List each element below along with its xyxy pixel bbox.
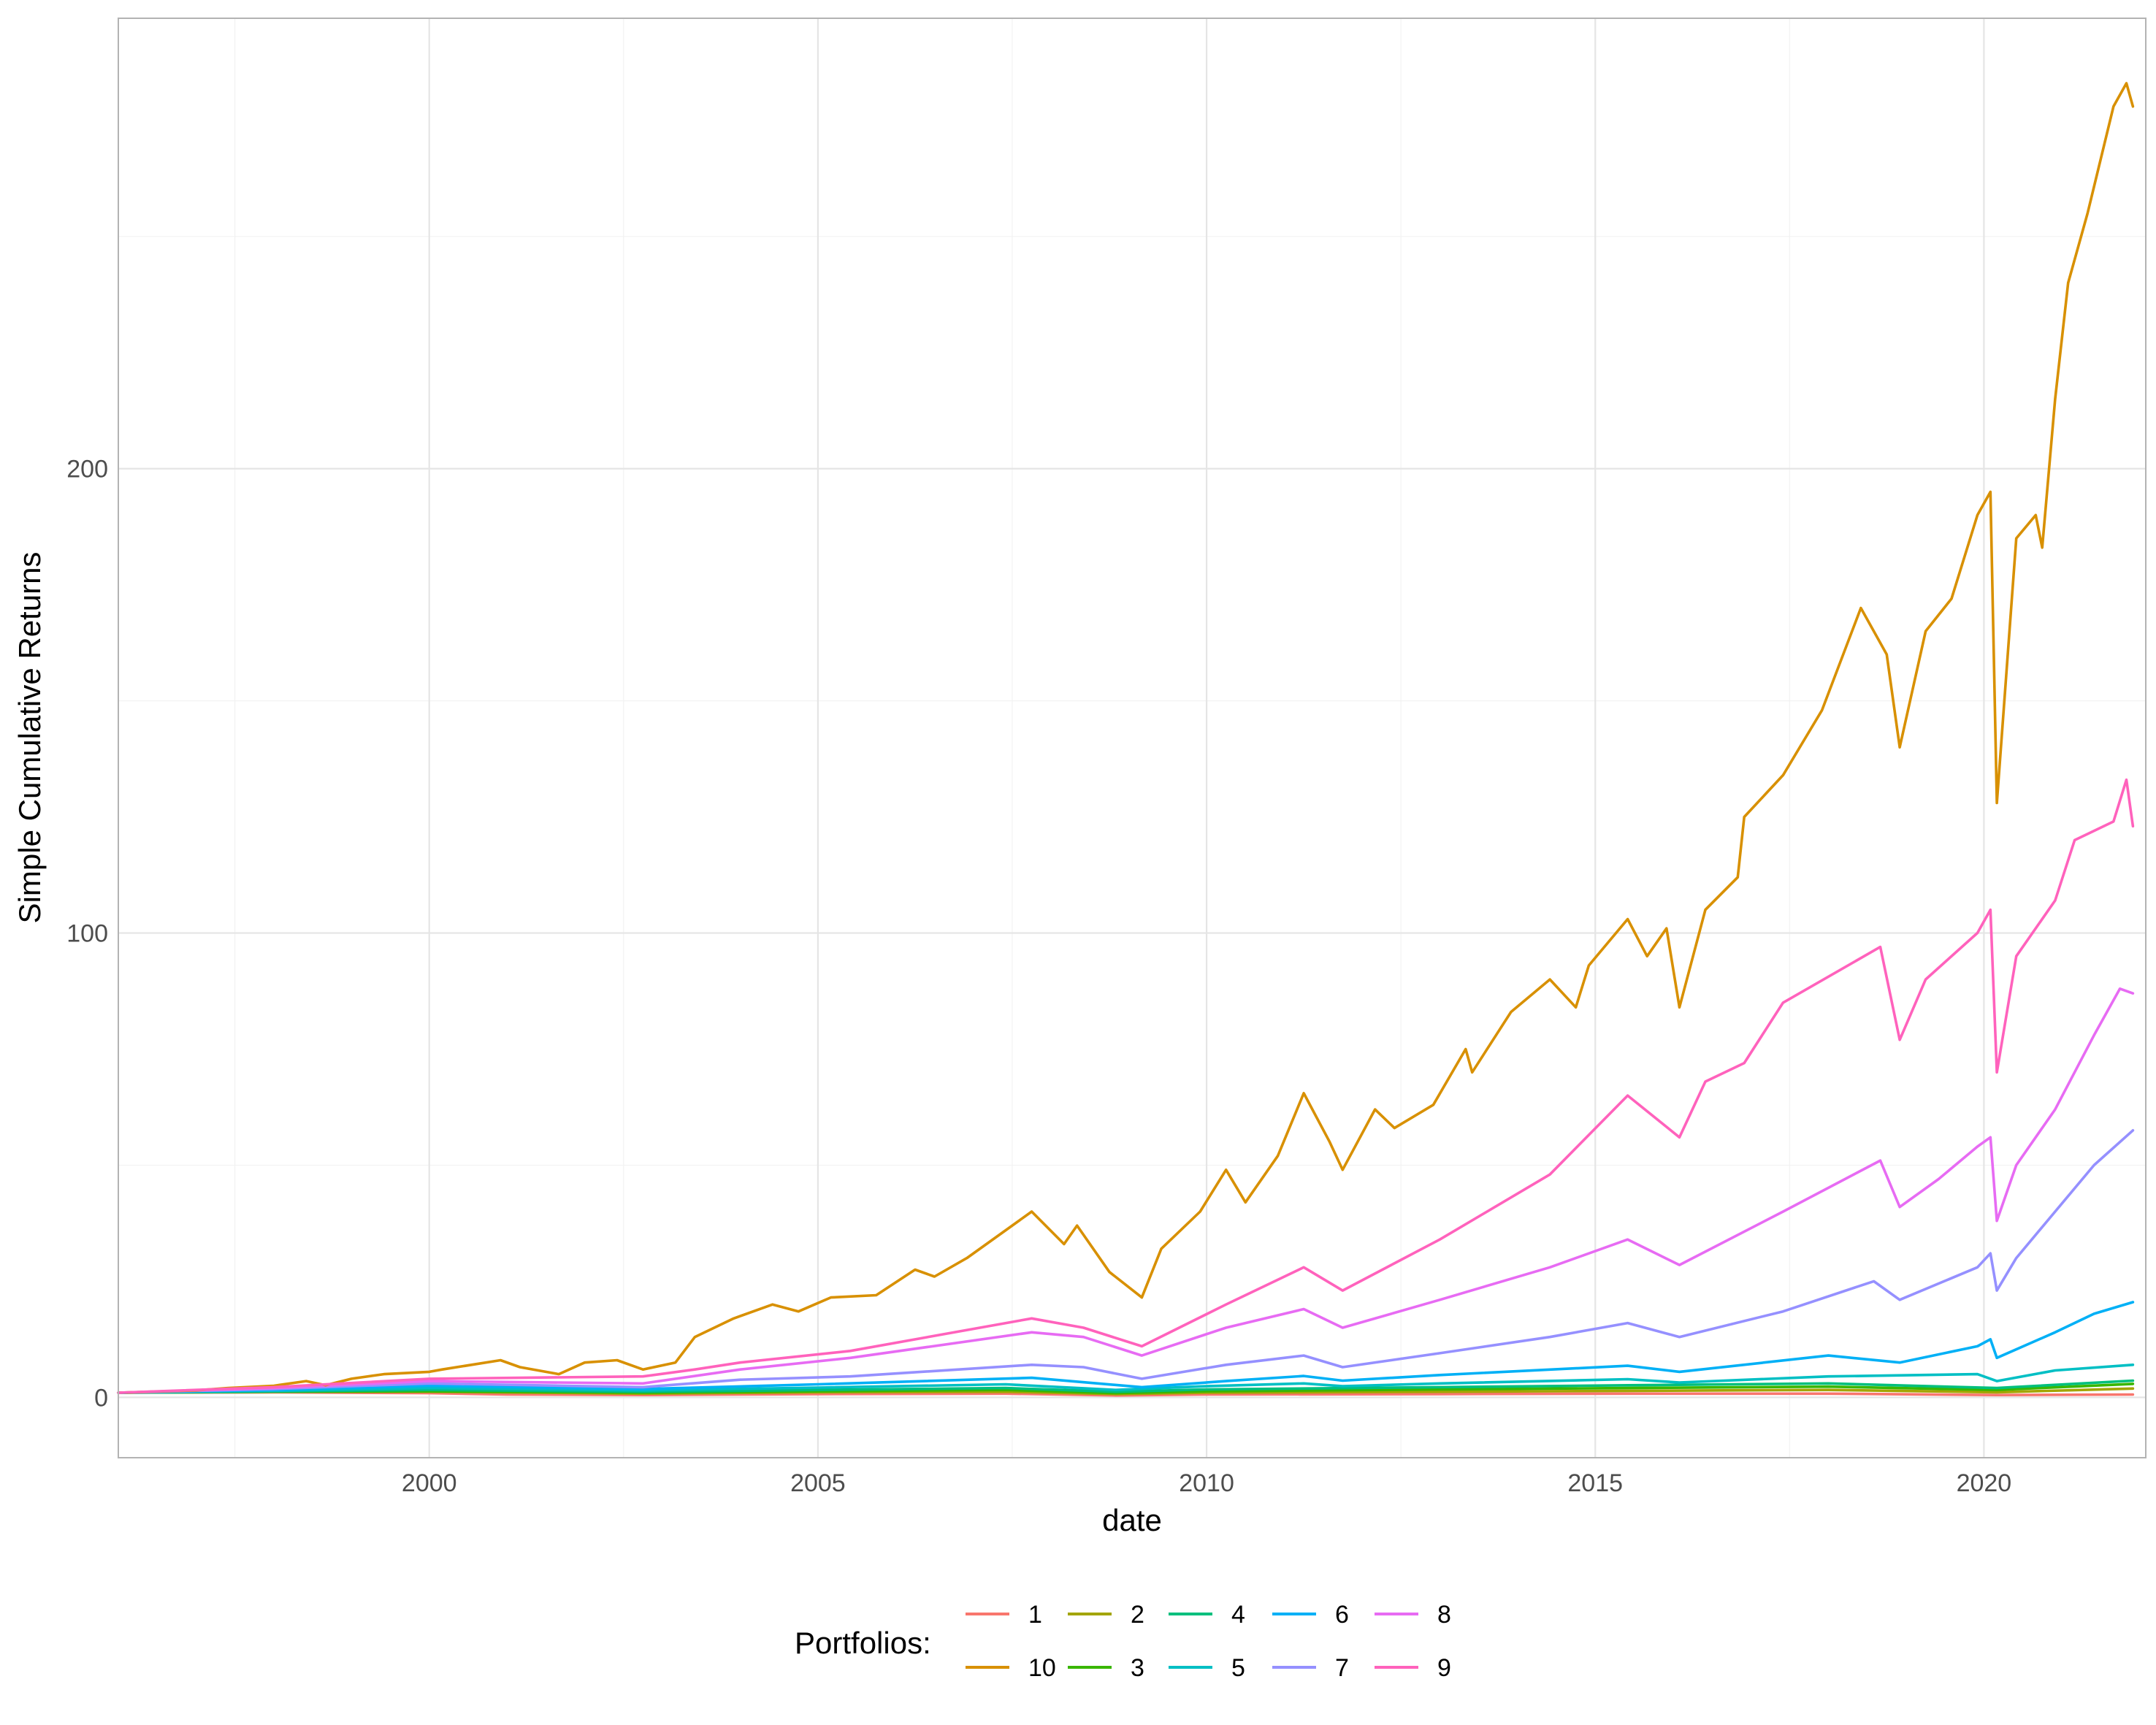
series-lines <box>117 82 2135 1397</box>
series-line-8 <box>117 987 2135 1394</box>
y-axis-title: Simple Cumulative Returns <box>12 552 47 924</box>
series-line-9 <box>117 778 2135 1394</box>
legend-label-3: 3 <box>1131 1654 1144 1682</box>
series-line-3 <box>117 1382 2135 1395</box>
legend-label-2: 2 <box>1131 1601 1144 1629</box>
legend-label-9: 9 <box>1437 1654 1451 1682</box>
legend-label-6: 6 <box>1335 1601 1349 1629</box>
series-line-5 <box>117 1363 2135 1394</box>
x-tick-label: 2020 <box>1957 1469 2012 1497</box>
y-tick-label: 200 <box>66 456 108 483</box>
y-tick-label: 0 <box>94 1384 108 1412</box>
legend-label-7: 7 <box>1335 1654 1349 1682</box>
legend-label-1: 1 <box>1028 1601 1042 1629</box>
series-line-7 <box>117 1129 2135 1394</box>
y-tick-label: 100 <box>66 920 108 948</box>
y-axis-ticks: 0 100 200 <box>66 456 108 1412</box>
x-axis-title: date <box>1102 1503 1162 1537</box>
series-line-10 <box>117 82 2135 1394</box>
legend-label-8: 8 <box>1437 1601 1451 1629</box>
x-tick-label: 2005 <box>790 1469 846 1497</box>
legend-label-10: 10 <box>1028 1654 1056 1682</box>
legend-title: Portfolios: <box>795 1626 931 1660</box>
series-line-6 <box>117 1301 2135 1394</box>
series-line-4 <box>117 1379 2135 1394</box>
grid <box>118 18 2146 1458</box>
legend: Portfolios: 1 10 2 3 4 5 6 7 8 9 <box>795 1601 1451 1682</box>
legend-label-5: 5 <box>1231 1654 1245 1682</box>
plot-panel-border <box>118 18 2147 1458</box>
x-tick-label: 2000 <box>402 1469 457 1497</box>
legend-label-4: 4 <box>1231 1601 1245 1629</box>
series-line-1 <box>117 1391 2135 1397</box>
x-tick-label: 2015 <box>1567 1469 1623 1497</box>
x-tick-label: 2010 <box>1179 1469 1234 1497</box>
x-axis-ticks: 2000 2005 2010 2015 2020 <box>402 1469 2011 1497</box>
